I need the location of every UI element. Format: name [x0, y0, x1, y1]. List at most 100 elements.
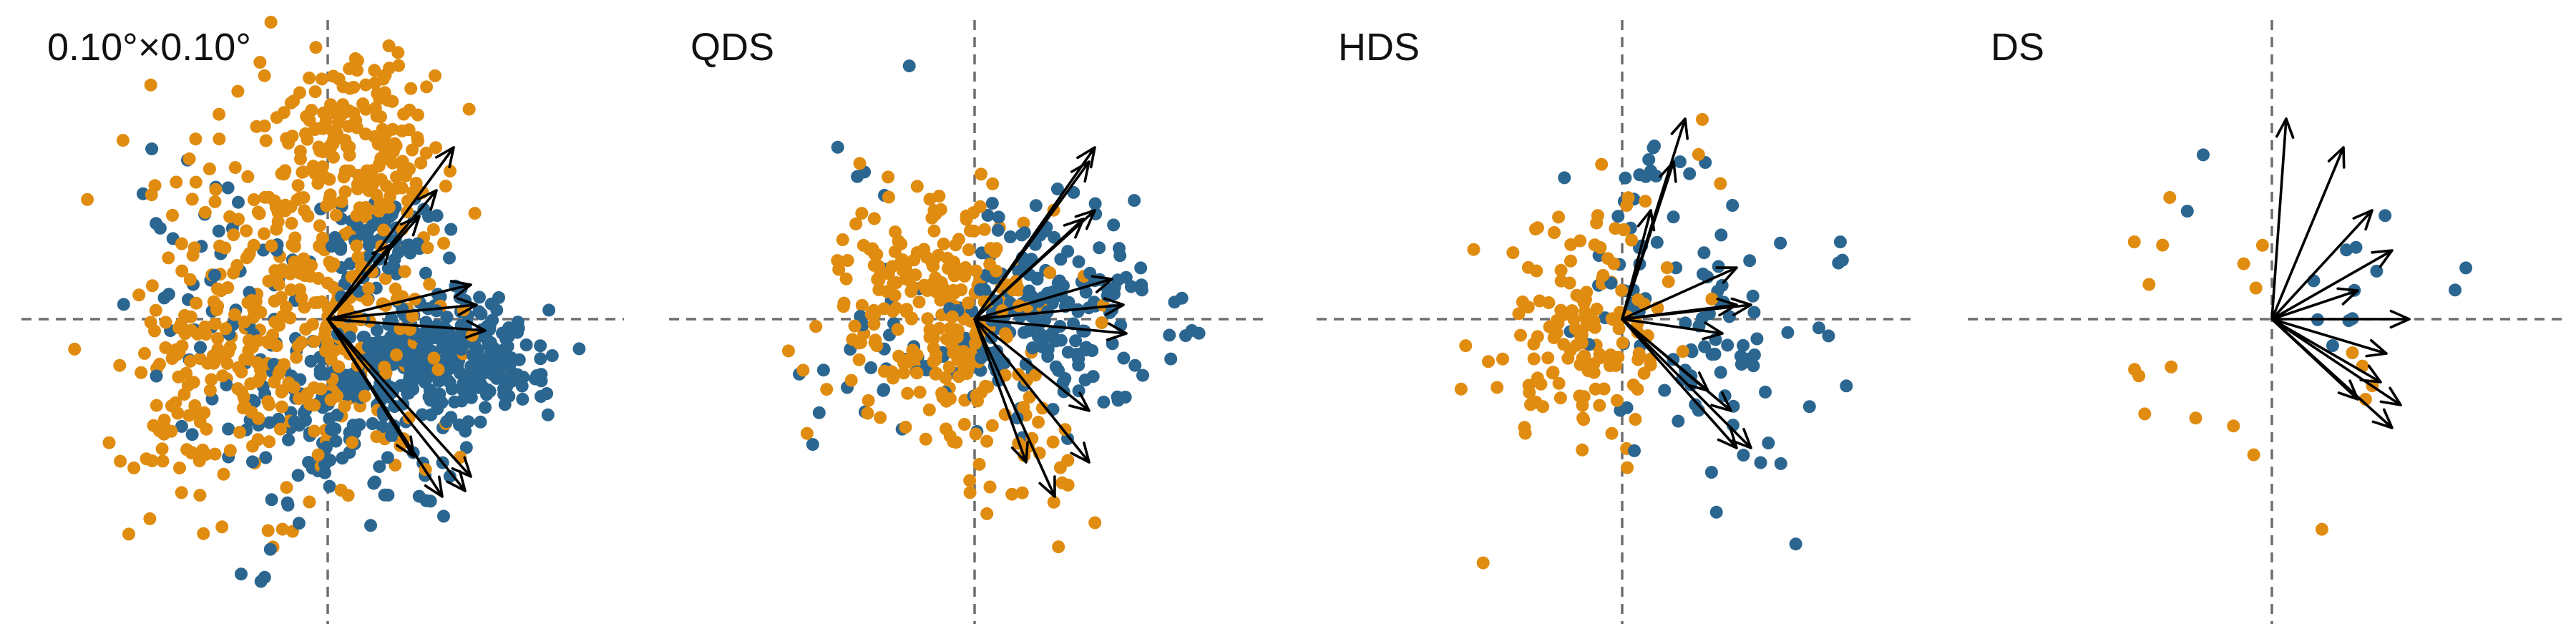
- scatter-point-series-2: [241, 170, 255, 183]
- points-layer-3: [1454, 112, 1853, 570]
- scatter-point-series-2: [952, 370, 965, 384]
- scatter-point-series-2: [1531, 221, 1544, 235]
- scatter-point-series-2: [1615, 283, 1629, 297]
- scatter-point-series-1: [1754, 456, 1767, 469]
- scatter-point-series-2: [378, 361, 391, 374]
- scatter-point-series-2: [323, 192, 336, 205]
- scatter-point-series-2: [251, 433, 265, 447]
- scatter-point-series-2: [781, 344, 795, 358]
- scatter-point-series-1: [1072, 384, 1085, 398]
- scatter-point-series-1: [1558, 171, 1571, 185]
- scatter-point-series-2: [275, 522, 289, 536]
- scatter-point-series-2: [258, 190, 272, 204]
- scatter-point-series-2: [171, 406, 185, 420]
- scatter-point-series-2: [323, 172, 336, 186]
- scatter-point-series-1: [991, 223, 1005, 237]
- scatter-point-series-2: [175, 264, 189, 278]
- scatter-point-series-1: [329, 434, 343, 448]
- scatter-point-series-2: [844, 374, 858, 387]
- scatter-point-series-1: [318, 466, 331, 479]
- scatter-point-series-1: [232, 195, 245, 209]
- scatter-point-series-2: [290, 351, 303, 364]
- scatter-point-series-2: [242, 343, 255, 357]
- scatter-point-series-2: [207, 295, 220, 308]
- scatter-point-series-2: [932, 248, 945, 262]
- loading-arrow-4: [2270, 249, 2394, 321]
- scatter-point-series-2: [338, 133, 352, 147]
- scatter-point-series-1: [444, 223, 458, 236]
- scatter-point-series-1: [1689, 398, 1702, 411]
- scatter-point-series-2: [145, 454, 159, 467]
- scatter-point-series-1: [497, 358, 510, 372]
- scatter-point-series-2: [227, 228, 240, 242]
- scatter-point-series-2: [208, 195, 222, 208]
- scatter-point-series-2: [182, 152, 196, 165]
- scatter-point-series-2: [1587, 314, 1601, 328]
- scatter-point-series-2: [937, 282, 951, 296]
- scatter-point-series-1: [1743, 254, 1757, 268]
- scatter-point-series-2: [1043, 266, 1057, 280]
- scatter-point-series-1: [386, 335, 400, 348]
- scatter-point-series-2: [1676, 345, 1689, 358]
- scatter-point-series-2: [261, 336, 275, 350]
- scatter-point-series-2: [1531, 330, 1544, 343]
- scatter-point-series-2: [213, 132, 226, 146]
- scatter-point-series-2: [291, 179, 305, 192]
- scatter-point-series-2: [882, 190, 895, 204]
- loading-arrow-6: [973, 297, 1125, 321]
- scatter-point-series-1: [2197, 148, 2210, 162]
- scatter-point-series-1: [302, 456, 316, 469]
- scatter-point-series-1: [1746, 289, 1760, 303]
- scatter-point-series-1: [1019, 357, 1033, 371]
- scatter-point-series-2: [390, 348, 403, 361]
- scatter-point-series-2: [215, 520, 229, 534]
- scatter-point-series-1: [497, 388, 511, 401]
- loading-arrow-8: [2270, 318, 2382, 384]
- scatter-point-series-1: [388, 253, 401, 266]
- scatter-point-series-1: [381, 451, 394, 464]
- scatter-point-series-2: [143, 512, 157, 525]
- scatter-point-series-2: [350, 209, 364, 223]
- scatter-point-series-1: [1628, 444, 1641, 457]
- scatter-point-series-2: [263, 435, 276, 449]
- scatter-point-series-2: [370, 430, 384, 444]
- scatter-point-series-2: [175, 339, 189, 353]
- scatter-point-series-1: [541, 408, 555, 421]
- scatter-point-series-2: [389, 282, 402, 296]
- scatter-point-series-1: [1128, 358, 1142, 372]
- scatter-point-series-2: [309, 41, 323, 54]
- scatter-point-series-2: [1052, 540, 1065, 554]
- scatter-point-series-2: [378, 86, 391, 99]
- scatter-point-series-2: [406, 185, 419, 199]
- scatter-point-series-1: [445, 382, 459, 396]
- scatter-point-series-2: [1621, 461, 1634, 474]
- scatter-point-series-1: [1673, 155, 1687, 169]
- loading-arrow-4: [973, 209, 1096, 321]
- scatter-point-series-2: [2189, 411, 2202, 425]
- scatter-point-series-1: [1658, 384, 1672, 397]
- scatter-point-series-2: [1506, 246, 1520, 260]
- scatter-point-series-1: [479, 401, 492, 414]
- scatter-point-series-2: [922, 403, 936, 416]
- scatter-point-series-2: [305, 104, 318, 117]
- scatter-point-series-1: [1078, 374, 1092, 386]
- loading-arrow-9: [2270, 318, 2402, 406]
- points-layer-4: [2127, 148, 2473, 536]
- scatter-point-series-2: [191, 327, 205, 341]
- scatter-point-series-2: [431, 363, 445, 376]
- scatter-point-series-2: [444, 165, 457, 178]
- scatter-point-series-2: [369, 77, 381, 89]
- scatter-point-series-1: [492, 291, 505, 304]
- scatter-point-series-2: [901, 386, 914, 400]
- scatter-point-series-2: [1527, 352, 1541, 366]
- scatter-point-series-2: [1491, 381, 1504, 394]
- scatter-point-series-2: [172, 370, 185, 384]
- scatter-point-series-1: [246, 455, 259, 469]
- scatter-point-series-2: [338, 185, 352, 198]
- scatter-point-series-2: [321, 338, 334, 351]
- scatter-point-series-2: [1554, 274, 1568, 288]
- scatter-point-series-1: [1079, 286, 1093, 299]
- scatter-point-series-2: [293, 145, 307, 158]
- scatter-point-series-1: [318, 367, 331, 381]
- scatter-point-series-2: [849, 217, 863, 230]
